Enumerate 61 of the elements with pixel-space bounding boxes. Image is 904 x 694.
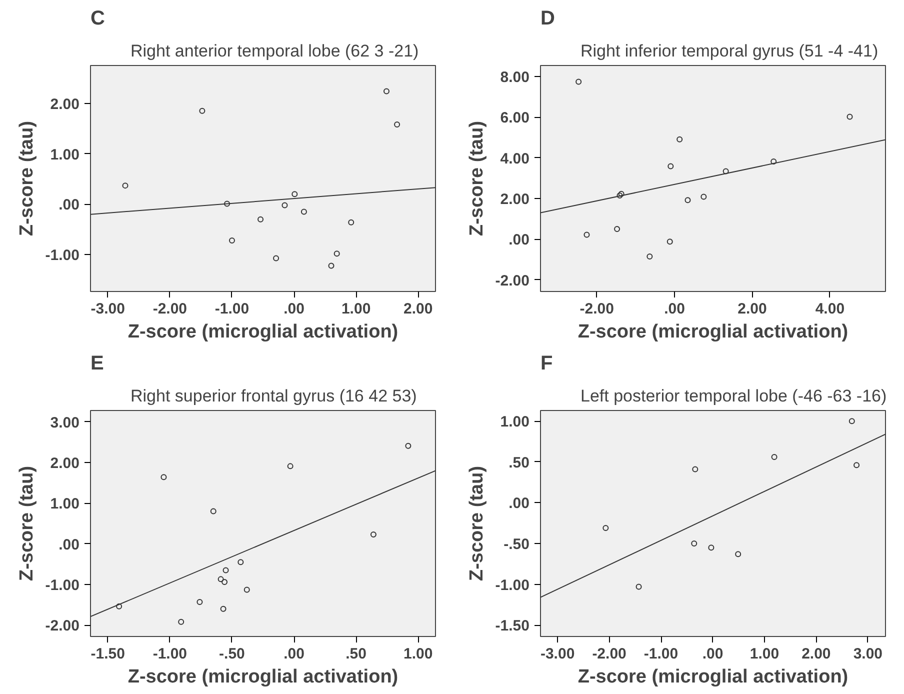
- y-axis-title: Z-score (tau): [466, 466, 488, 582]
- x-tick-label: 2.00: [738, 300, 767, 318]
- x-tick-label: -1.50: [90, 646, 125, 662]
- x-tick-label: -3.00: [90, 300, 125, 318]
- y-tick-label: 4.00: [500, 150, 530, 168]
- y-tick-label: .00: [58, 536, 80, 554]
- x-tick-label: -1.00: [214, 300, 250, 318]
- chart-title: Right anterior temporal lobe (62 3 -21): [130, 42, 419, 60]
- y-axis-title: Z-score (tau): [16, 466, 38, 582]
- x-axis-title: Z-score (microglial activation): [578, 322, 848, 342]
- y-tick-label: -.50: [504, 536, 530, 553]
- y-tick-label: .50: [508, 454, 530, 472]
- x-tick-label: 4.00: [815, 300, 845, 318]
- x-tick-label: 3.00: [853, 646, 883, 662]
- y-tick-label: 8.00: [500, 68, 530, 86]
- y-tick-label: -1.50: [495, 618, 530, 635]
- x-tick-label: -.50: [219, 646, 245, 662]
- y-tick-label: -2.00: [495, 272, 530, 290]
- y-tick-label: 1.00: [500, 414, 530, 431]
- x-tick-label: 2.00: [404, 300, 433, 318]
- y-tick-label: .00: [58, 196, 80, 214]
- y-tick-label: -1.00: [45, 247, 80, 264]
- y-axis-title: Z-score (tau): [16, 120, 38, 236]
- y-axis-title: Z-score (tau): [466, 120, 488, 236]
- x-tick-label: -3.00: [540, 646, 575, 662]
- y-tick-label: -1.00: [495, 576, 530, 594]
- text: F: [540, 352, 553, 374]
- text: E: [90, 352, 104, 374]
- y-tick-label: -2.00: [45, 618, 80, 635]
- y-tick-label: 6.00: [500, 110, 530, 127]
- x-tick-label: .00: [284, 646, 304, 662]
- x-tick-label: .00: [284, 300, 304, 318]
- y-tick-label: 1.00: [50, 496, 80, 513]
- text: D: [540, 8, 555, 30]
- y-tick-label: 2.00: [50, 455, 80, 472]
- x-tick-label: -2.00: [580, 300, 614, 318]
- text: C: [90, 8, 105, 30]
- y-tick-label: 1.00: [50, 146, 80, 164]
- y-tick-label: 2.00: [50, 96, 80, 113]
- y-tick-label: .00: [508, 495, 530, 512]
- y-tick-label: 3.00: [50, 414, 80, 432]
- chart-title: Left posterior temporal lobe (-46 -63 -16): [580, 386, 887, 406]
- y-tick-label: -1.00: [45, 576, 80, 594]
- x-tick-label: 2.00: [802, 646, 831, 662]
- chart-title: Right superior frontal gyrus (16 42 53): [130, 386, 417, 406]
- x-tick-label: 1.00: [341, 300, 371, 318]
- x-tick-label: -1.00: [152, 646, 188, 662]
- x-tick-label: .00: [664, 300, 685, 318]
- x-tick-label: 1.00: [750, 646, 780, 662]
- y-tick-label: 2.00: [500, 191, 530, 208]
- x-tick-label: -2.00: [152, 300, 188, 318]
- x-axis-title: Z-score (microglial activation): [128, 666, 398, 688]
- x-axis-title: Z-score (microglial activation): [578, 666, 848, 688]
- x-axis-title: Z-score (microglial activation): [128, 322, 398, 342]
- y-tick-label: .00: [508, 232, 530, 249]
- x-tick-label: .00: [702, 646, 724, 662]
- x-tick-label: .50: [346, 646, 367, 662]
- chart-title: Right inferior temporal gyrus (51 -4 -41): [580, 42, 878, 60]
- x-tick-label: -1.00: [644, 646, 678, 662]
- x-tick-label: 1.00: [404, 646, 433, 662]
- x-tick-label: -2.00: [592, 646, 626, 662]
